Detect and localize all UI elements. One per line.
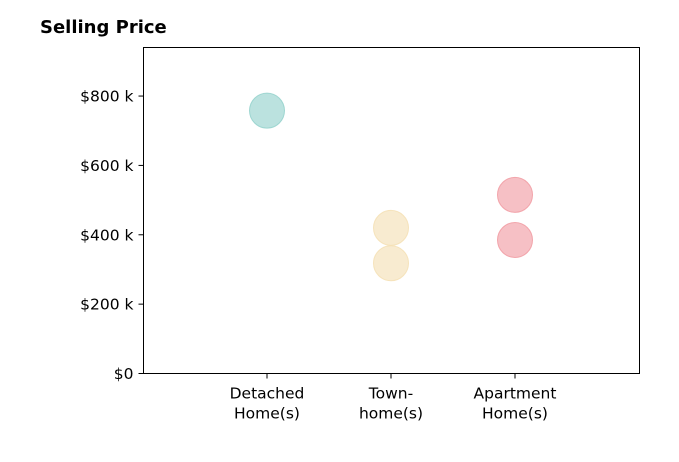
y-axis: $0 $200 k $400 k $600 k $800 k xyxy=(80,88,144,383)
x-tick-label: Home(s) xyxy=(482,405,548,423)
y-tick-label: $400 k xyxy=(80,226,133,244)
data-point xyxy=(497,221,533,258)
chart-title: Selling Price xyxy=(40,17,167,38)
x-axis: Detached Home(s) Town-home(s) Apartment Home… xyxy=(230,373,557,423)
data-point xyxy=(497,176,533,213)
data-point xyxy=(249,92,285,129)
y-tick-label: $0 xyxy=(114,365,134,383)
y-tick-label: $200 k xyxy=(80,296,133,314)
x-tick-label: Apartment xyxy=(474,385,557,403)
x-tick-label: Town- xyxy=(368,385,413,403)
x-tick-label: Detached xyxy=(230,385,305,403)
data-points xyxy=(249,92,533,282)
x-tick-label: home(s) xyxy=(359,405,423,423)
data-point xyxy=(373,209,409,246)
x-tick-label: Home(s) xyxy=(234,405,300,423)
data-point xyxy=(373,245,409,282)
y-tick-label: $600 k xyxy=(80,157,133,175)
y-tick-label: $800 k xyxy=(80,88,133,106)
